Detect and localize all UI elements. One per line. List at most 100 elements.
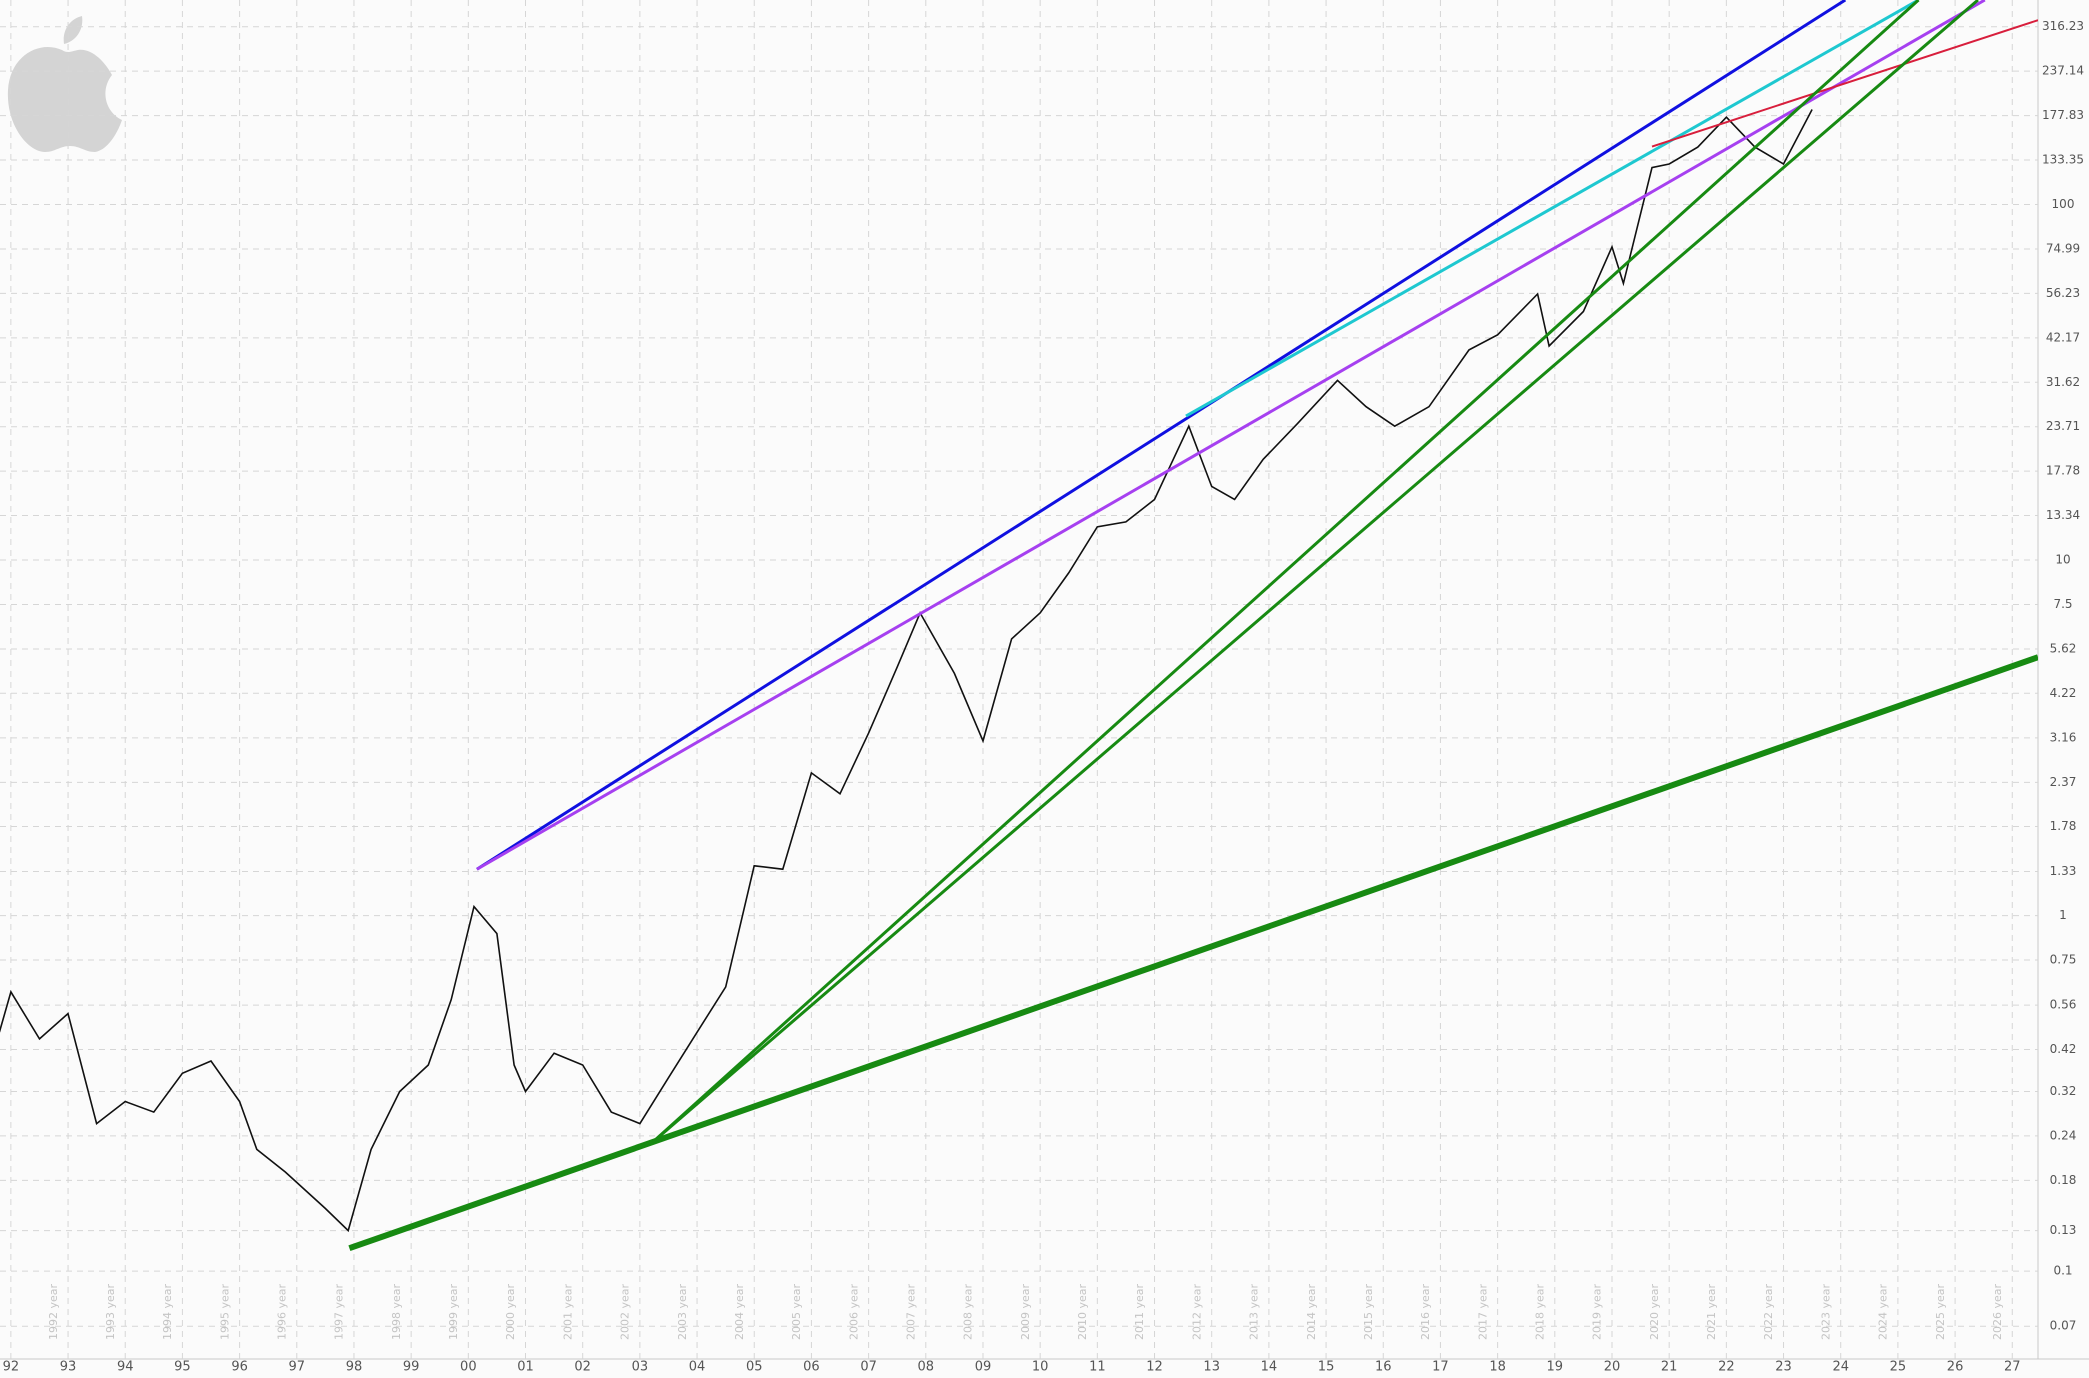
y-tick-label: 23.71 <box>2046 419 2080 433</box>
year-label: 2011 year <box>1133 1283 1146 1340</box>
year-label: 1996 year <box>275 1283 288 1340</box>
x-tick-label: 04 <box>689 1360 706 1375</box>
x-tick-label: 00 <box>460 1360 477 1375</box>
x-tick-label: 24 <box>1832 1360 1849 1375</box>
y-tick-label: 56.23 <box>2046 286 2080 300</box>
year-label: 1997 year <box>333 1283 346 1340</box>
trend-line <box>652 0 1979 1143</box>
year-label: 2026 year <box>1991 1283 2004 1340</box>
year-label: 1998 year <box>390 1283 403 1340</box>
y-tick-label: 0.32 <box>2050 1084 2077 1098</box>
x-tick-label: 08 <box>918 1360 935 1375</box>
year-label: 2014 year <box>1305 1283 1318 1340</box>
trend-line <box>476 0 1986 871</box>
y-tick-label: 316.23 <box>2042 19 2084 33</box>
y-tick-label: 0.42 <box>2050 1042 2077 1056</box>
year-label: 2006 year <box>847 1283 860 1340</box>
x-tick-label: 13 <box>1203 1360 1220 1375</box>
x-tick-label: 96 <box>231 1360 248 1375</box>
year-label: 2009 year <box>1019 1283 1032 1340</box>
x-tick-label: 15 <box>1318 1360 1335 1375</box>
x-tick-label: 21 <box>1661 1360 1678 1375</box>
x-tick-label: 18 <box>1489 1360 1506 1375</box>
x-tick-label: 93 <box>60 1360 77 1375</box>
year-label: 2018 year <box>1534 1283 1547 1340</box>
year-label: 1994 year <box>161 1283 174 1340</box>
x-tick-label: 17 <box>1432 1360 1449 1375</box>
y-tick-label: 0.1 <box>2053 1264 2072 1278</box>
x-tick-label: 97 <box>289 1360 306 1375</box>
x-tick-label: 03 <box>632 1360 649 1375</box>
x-tick-label: 23 <box>1775 1360 1792 1375</box>
year-label: 1999 year <box>447 1283 460 1340</box>
x-tick-label: 95 <box>174 1360 191 1375</box>
y-tick-label: 4.22 <box>2050 686 2077 700</box>
year-label: 2004 year <box>733 1283 746 1340</box>
year-label: 2000 year <box>504 1283 517 1340</box>
x-tick-label: 19 <box>1547 1360 1564 1375</box>
year-label: 2019 year <box>1591 1283 1604 1340</box>
year-label: 1995 year <box>218 1283 231 1340</box>
y-tick-label: 177.83 <box>2042 108 2084 122</box>
x-tick-label: 94 <box>117 1360 134 1375</box>
year-label: 2007 year <box>904 1283 917 1340</box>
y-tick-label: 0.75 <box>2050 952 2077 966</box>
year-label: 1992 year <box>47 1283 60 1340</box>
y-tick-label: 1.78 <box>2050 819 2077 833</box>
year-label: 2001 year <box>561 1283 574 1340</box>
x-tick-label: 25 <box>1890 1360 1907 1375</box>
year-label: 2025 year <box>1934 1283 1947 1340</box>
x-tick-label: 12 <box>1146 1360 1163 1375</box>
y-tick-label: 10 <box>2055 553 2070 567</box>
year-label: 2016 year <box>1419 1283 1432 1340</box>
year-label: 2015 year <box>1362 1283 1375 1340</box>
trend-line <box>1651 19 2038 148</box>
logo <box>7 16 123 152</box>
year-label: 2002 year <box>619 1283 632 1340</box>
x-tick-label: 14 <box>1261 1360 1278 1375</box>
year-label: 1993 year <box>104 1283 117 1340</box>
x-tick-label: 07 <box>860 1360 877 1375</box>
price-line <box>0 109 1813 1233</box>
trend-line <box>348 654 2038 1252</box>
x-tick-label: 26 <box>1947 1360 1964 1375</box>
year-label: 2024 year <box>1877 1283 1890 1340</box>
year-label: 2023 year <box>1819 1283 1832 1340</box>
year-label: 2021 year <box>1705 1283 1718 1340</box>
y-tick-label: 3.16 <box>2050 730 2077 744</box>
y-tick-label: 13.34 <box>2046 508 2080 522</box>
y-tick-label: 7.5 <box>2053 597 2072 611</box>
x-tick-label: 22 <box>1718 1360 1735 1375</box>
x-tick-label: 10 <box>1032 1360 1049 1375</box>
year-label: 2012 year <box>1190 1283 1203 1340</box>
y-tick-label: 0.24 <box>2050 1128 2077 1142</box>
x-tick-label: 06 <box>803 1360 820 1375</box>
x-tick-label: 05 <box>746 1360 763 1375</box>
y-tick-label: 74.99 <box>2046 241 2080 255</box>
y-tick-label: 0.07 <box>2050 1319 2077 1333</box>
x-tick-label: 09 <box>975 1360 992 1375</box>
x-tick-label: 01 <box>517 1360 534 1375</box>
y-tick-label: 100 <box>2052 197 2075 211</box>
x-tick-label: 11 <box>1089 1360 1106 1375</box>
trend-line <box>652 0 1920 1143</box>
y-tick-label: 2.37 <box>2050 775 2077 789</box>
y-tick-label: 42.17 <box>2046 330 2080 344</box>
year-label: 2017 year <box>1476 1283 1489 1340</box>
year-label: 2013 year <box>1248 1283 1261 1340</box>
x-tick-label: 20 <box>1604 1360 1621 1375</box>
x-tick-label: 92 <box>3 1360 20 1375</box>
y-tick-label: 5.62 <box>2050 642 2077 656</box>
year-label: 2020 year <box>1648 1283 1661 1340</box>
y-tick-label: 1 <box>2059 908 2067 922</box>
y-tick-label: 1.33 <box>2050 864 2077 878</box>
year-label: 2022 year <box>1762 1283 1775 1340</box>
year-label: 2003 year <box>676 1283 689 1340</box>
trend-line <box>1185 0 1920 418</box>
y-tick-label: 0.56 <box>2050 998 2077 1012</box>
trend-line <box>476 0 1847 871</box>
x-tick-label: 16 <box>1375 1360 1392 1375</box>
x-tick-label: 98 <box>346 1360 363 1375</box>
